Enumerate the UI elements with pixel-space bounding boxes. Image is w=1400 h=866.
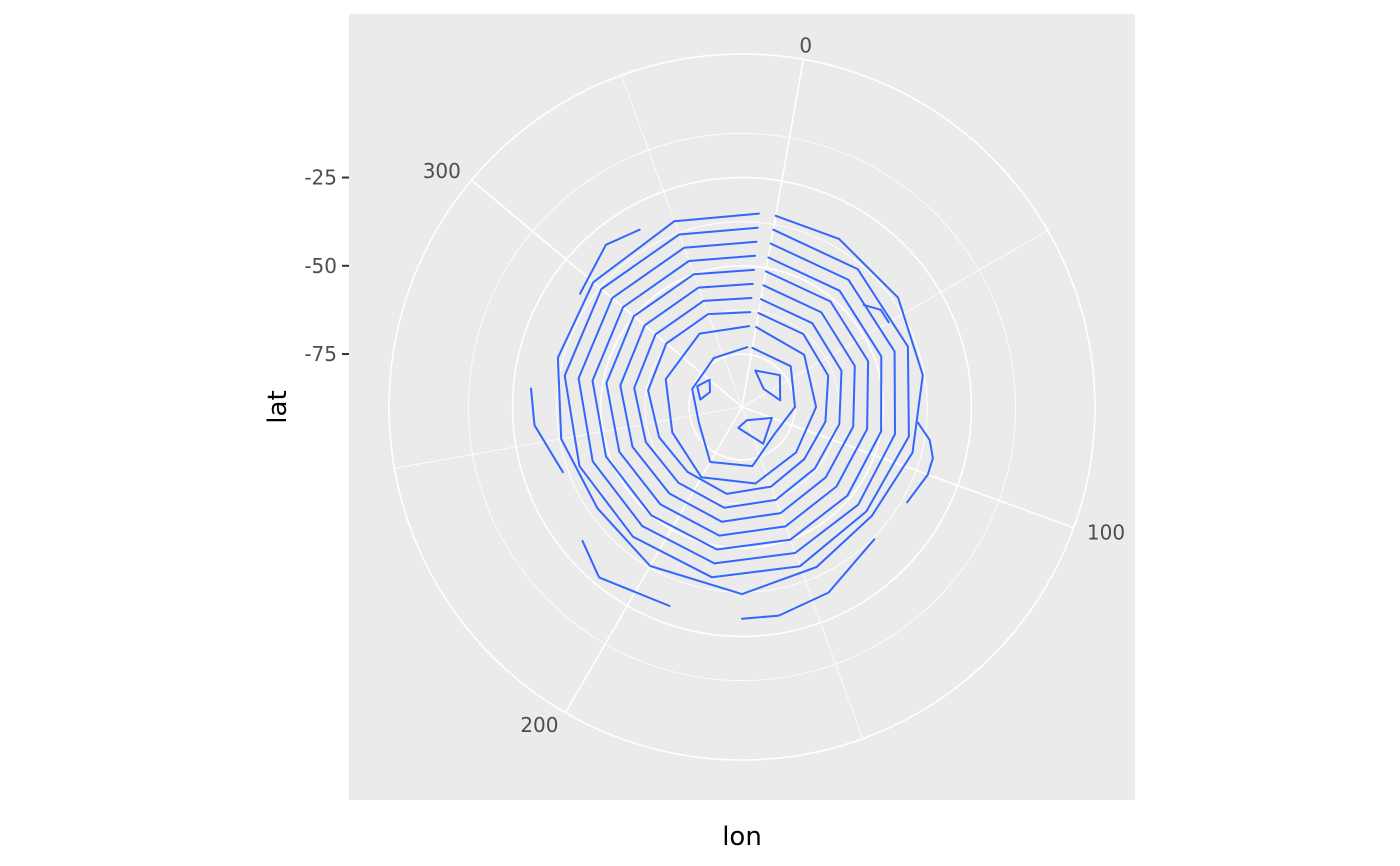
theta-tick-label: 200 <box>520 713 558 737</box>
x-axis-title: lon <box>722 822 762 852</box>
contour-line <box>696 378 711 401</box>
r-axis: -25 -50 -75 <box>304 166 349 366</box>
r-tick-label: -75 <box>304 342 337 366</box>
minor-ring <box>556 221 928 593</box>
major-spoke <box>471 179 743 408</box>
theta-tick-label: 100 <box>1087 521 1125 545</box>
contour-line <box>619 282 856 523</box>
minor-ring <box>468 133 1016 681</box>
contour-line <box>691 346 796 468</box>
grid-major <box>388 53 1096 761</box>
contour-line <box>591 254 883 551</box>
contour-line <box>556 212 924 596</box>
contour-line <box>563 226 910 579</box>
major-spoke <box>564 406 743 714</box>
contour-line <box>737 416 773 445</box>
contour-lines <box>530 212 934 620</box>
contour-line <box>906 421 934 504</box>
minor-spoke <box>620 75 743 408</box>
contour-line <box>862 303 890 324</box>
major-ring <box>599 264 884 549</box>
contour-line <box>754 369 782 402</box>
contour-line <box>577 240 896 565</box>
contour-line <box>605 268 870 537</box>
minor-spoke <box>741 230 1048 408</box>
contour-line <box>664 325 818 485</box>
major-ring <box>511 176 973 638</box>
contour-line <box>581 539 671 607</box>
r-tick-label: -50 <box>304 254 337 278</box>
minor-spoke <box>394 406 743 469</box>
contour-line <box>647 311 830 495</box>
theta-tick-label: 300 <box>423 159 461 183</box>
y-axis-title: lat <box>263 390 293 423</box>
contour-line <box>530 387 564 474</box>
major-spoke <box>741 406 1074 529</box>
contour-line <box>741 538 876 620</box>
contour-line <box>579 228 641 295</box>
contour-line <box>633 297 843 509</box>
major-spoke <box>741 59 805 408</box>
r-tick-label: -25 <box>304 166 337 190</box>
outer-ring <box>388 53 1096 761</box>
theta-tick-label: 0 <box>799 34 812 58</box>
theta-tick-labels: 0 100 200 300 <box>423 34 1125 737</box>
